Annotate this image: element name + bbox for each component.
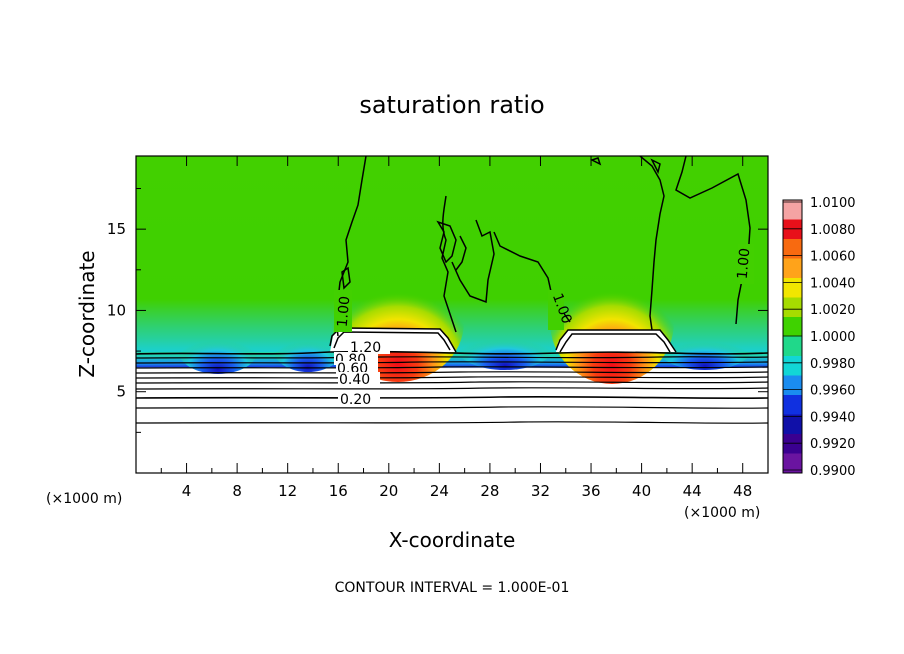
colorbar-label: 1.0100	[810, 196, 856, 211]
colorbar-label: 0.9940	[810, 410, 856, 425]
x-axis-label: X-coordinate	[389, 528, 516, 552]
colorbar-label: 0.9960	[810, 384, 856, 399]
x-tick-label: 4	[182, 482, 192, 500]
colorbar-swatch	[783, 278, 802, 298]
colorbar-label: 0.9900	[810, 464, 856, 479]
contour-label: 1.00	[735, 247, 754, 279]
colorbar-swatch	[783, 434, 802, 454]
colorbar-swatch	[783, 200, 802, 220]
contour-label: 0.20	[340, 392, 371, 408]
y-tick-label: 5	[116, 383, 126, 401]
colorbar-label: 1.0060	[810, 250, 856, 265]
plot-frame	[135, 155, 769, 474]
x-tick-label: 40	[632, 482, 651, 500]
colorbar-swatch	[783, 219, 802, 240]
chart-title: saturation ratio	[359, 91, 544, 119]
contour-label: 0.40	[339, 372, 370, 388]
colorbar-swatch	[783, 239, 802, 259]
x-tick-label: 8	[232, 482, 242, 500]
heatmap-field	[136, 156, 768, 473]
cloud-region-2	[556, 330, 676, 352]
colorbar-swatch	[783, 336, 802, 357]
colorbar-label: 0.9980	[810, 357, 856, 372]
colorbar-swatch	[783, 414, 802, 435]
colorbar-swatch	[783, 453, 802, 474]
x-tick-label: 16	[329, 482, 348, 500]
x-unit-label: (×1000 m)	[684, 505, 760, 521]
colorbar-label: 1.0000	[810, 330, 856, 345]
contour-labels: 1.00 1.00 1.00 1.20 0.80 0.60 0.40 0.20	[334, 244, 754, 408]
colorbar-label: 1.0040	[810, 276, 856, 291]
colorbar-swatch	[783, 297, 802, 318]
y-unit-label: (×1000 m)	[46, 491, 122, 507]
colorbar-swatch	[783, 317, 802, 337]
x-tick-label: 32	[531, 482, 550, 500]
x-tick-label: 24	[430, 482, 449, 500]
x-tick-label: 48	[733, 482, 752, 500]
x-axis: 4 8 12 16 20 24 28 32 36 40 44 48	[160, 156, 752, 500]
y-axis-label: Z-coordinate	[75, 250, 99, 377]
colorbar-swatch	[783, 356, 802, 376]
colorbar-swatch	[783, 375, 802, 396]
cloud-contours	[329, 327, 677, 353]
x-tick-label: 20	[379, 482, 398, 500]
colorbar-label: 1.0080	[810, 223, 856, 238]
x-tick-label: 28	[480, 482, 499, 500]
y-axis: 5 10 15	[107, 188, 768, 433]
contour-interval-note: CONTOUR INTERVAL = 1.000E-01	[335, 580, 570, 596]
x-tick-label: 44	[683, 482, 702, 500]
x-tick-label: 36	[581, 482, 600, 500]
colorbar-label: 1.0020	[810, 303, 856, 318]
y-tick-label: 10	[107, 301, 126, 319]
contour-label: 1.00	[335, 295, 354, 327]
y-tick-label: 15	[107, 220, 126, 238]
colorbar: 1.0100 1.0080 1.0060 1.0040 1.0020 1.0000 0.99…	[782, 196, 856, 479]
colorbar-label: 0.9920	[810, 437, 856, 452]
colorbar-swatch	[783, 258, 802, 279]
x-tick-label: 12	[278, 482, 297, 500]
colorbar-swatch	[783, 395, 802, 415]
contour-lines-lower	[136, 350, 768, 424]
colorbar-frame	[782, 199, 803, 474]
